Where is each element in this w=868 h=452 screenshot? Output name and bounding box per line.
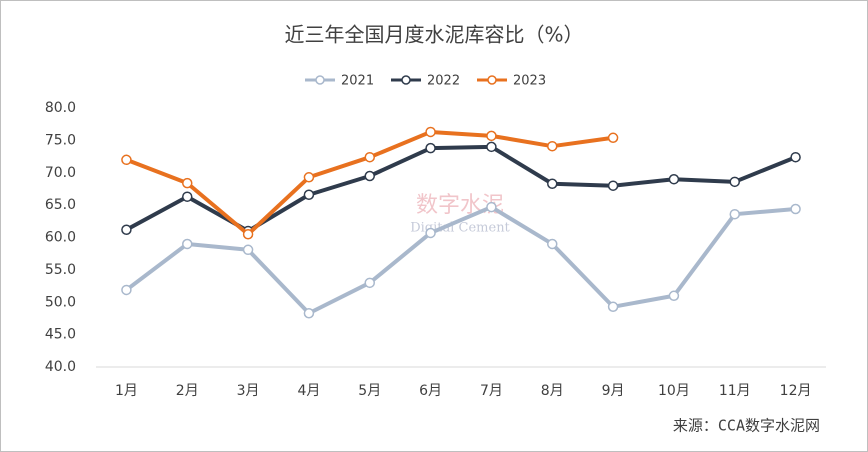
point xyxy=(729,208,740,220)
x-tick-label: 4月 xyxy=(297,383,320,399)
point xyxy=(729,176,740,188)
point xyxy=(303,308,315,319)
x-tick-label: 9月 xyxy=(602,383,625,399)
point xyxy=(425,142,436,154)
point xyxy=(182,191,193,202)
point xyxy=(486,130,497,142)
point xyxy=(486,201,497,213)
x-tick-label: 12月 xyxy=(780,383,812,399)
x-tick-label: 2月 xyxy=(176,383,199,399)
legend-label: 2021 xyxy=(341,74,374,89)
point xyxy=(547,178,558,190)
point xyxy=(425,227,436,239)
point xyxy=(607,180,619,191)
legend-marker xyxy=(401,75,411,85)
point xyxy=(547,140,558,152)
y-tick-label: 70.0 xyxy=(45,165,76,181)
y-tick-label: 55.0 xyxy=(45,262,76,278)
point xyxy=(486,141,497,153)
point xyxy=(303,172,315,183)
x-tick-label: 7月 xyxy=(480,383,503,399)
x-tick-label: 11月 xyxy=(719,383,751,399)
chart-title: 近三年全国月度水泥库容比（%） xyxy=(284,23,583,47)
y-tick-label: 65.0 xyxy=(45,197,76,213)
point xyxy=(303,189,315,201)
point xyxy=(242,229,254,240)
point xyxy=(607,132,619,144)
point xyxy=(182,238,193,250)
x-tick-label: 5月 xyxy=(358,383,381,399)
legend-label: 2022 xyxy=(427,74,460,89)
series-line xyxy=(125,205,796,316)
y-tick-label: 50.0 xyxy=(45,294,76,310)
y-tick-label: 45.0 xyxy=(45,327,76,343)
x-tick-label: 6月 xyxy=(419,383,442,399)
y-tick-label: 40.0 xyxy=(45,359,76,375)
point xyxy=(364,170,375,182)
point xyxy=(121,154,132,166)
y-tick-label: 80.0 xyxy=(45,100,76,116)
point xyxy=(121,224,132,235)
legend-marker xyxy=(487,75,497,85)
point xyxy=(668,173,680,185)
point xyxy=(182,177,193,189)
legend-label: 2023 xyxy=(513,74,546,89)
watermark-sub: Digital Cement xyxy=(410,221,510,236)
y-tick-label: 75.0 xyxy=(45,132,76,148)
x-tick-label: 10月 xyxy=(658,383,690,399)
legend-marker xyxy=(315,75,325,85)
point xyxy=(425,126,436,138)
y-tick-label: 60.0 xyxy=(45,230,76,246)
source: 来源：CCA数字水泥网 xyxy=(673,417,820,435)
x-tick-label: 3月 xyxy=(237,383,260,399)
point xyxy=(790,151,801,163)
point xyxy=(607,301,619,313)
point xyxy=(547,238,558,250)
point xyxy=(121,284,132,296)
point xyxy=(668,290,680,302)
point xyxy=(364,277,375,289)
point xyxy=(790,203,801,215)
x-tick-label: 1月 xyxy=(115,383,138,399)
point xyxy=(364,151,375,163)
x-tick-label: 8月 xyxy=(541,383,564,399)
point xyxy=(242,244,254,256)
